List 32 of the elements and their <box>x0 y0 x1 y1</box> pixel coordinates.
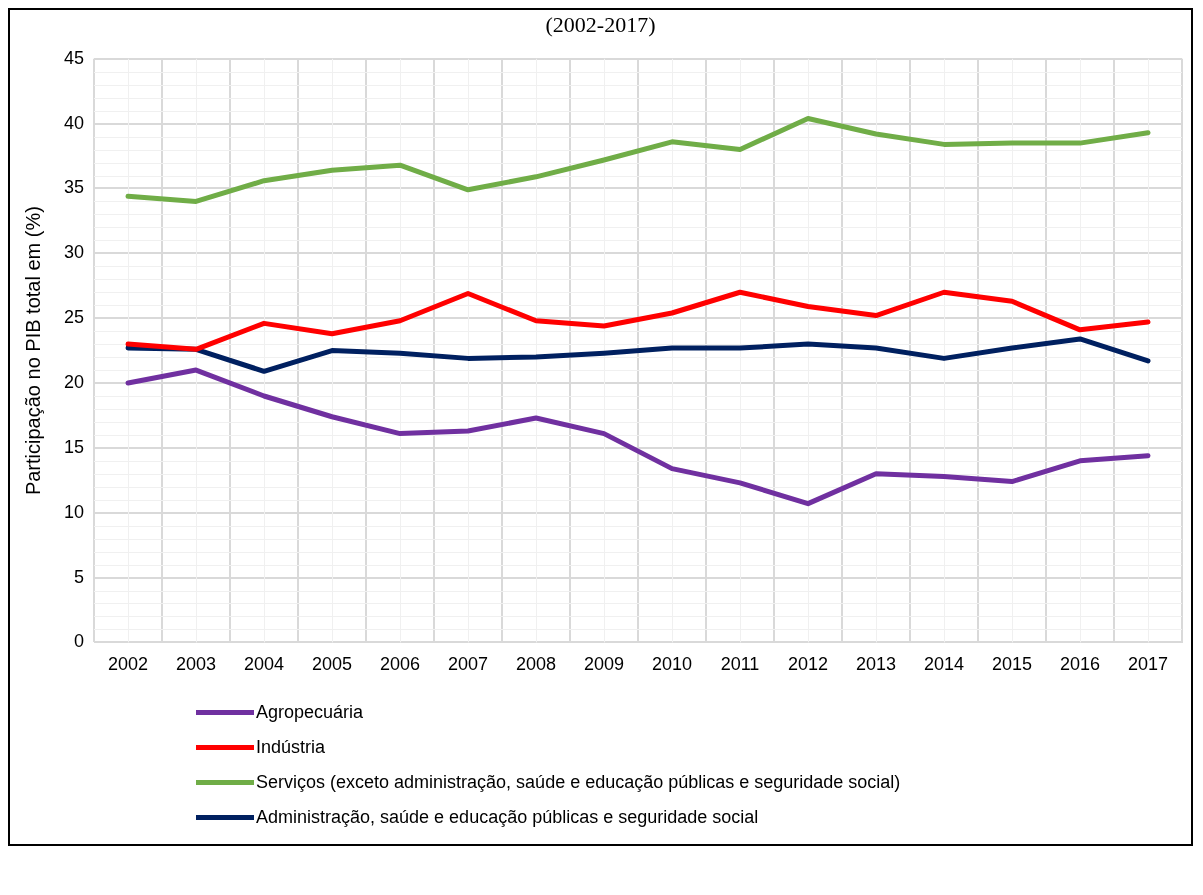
y-tick-label: 25 <box>63 307 85 328</box>
x-tick-label: 2016 <box>1059 654 1101 675</box>
x-tick-label: 2011 <box>720 654 760 675</box>
chart-title: (2002-2017) <box>544 11 657 38</box>
x-tick-label: 2007 <box>447 654 489 675</box>
y-tick-label: 35 <box>63 177 85 198</box>
x-tick-label: 2015 <box>991 654 1033 675</box>
legend-label: Administração, saúde e educação públicas e seguridade social <box>256 807 759 828</box>
x-tick-label: 2014 <box>923 654 965 675</box>
x-tick-label: 2002 <box>108 654 149 675</box>
y-tick-label: 20 <box>63 371 85 392</box>
legend-label: Serviços (exceto administração, saúde e educação públicas e seguridade social) <box>256 772 901 793</box>
x-tick-label: 2003 <box>176 654 217 675</box>
y-tick-label: 10 <box>63 501 85 522</box>
y-tick-label: 40 <box>63 112 85 133</box>
y-tick-label: 45 <box>63 47 85 68</box>
y-axis-title: Participação no PIB total em (%) <box>21 206 44 496</box>
x-tick-label: 2012 <box>787 654 829 675</box>
y-tick-label: 0 <box>74 631 85 652</box>
x-tick-label: 2017 <box>1127 654 1169 675</box>
x-tick-label: 2004 <box>243 654 285 675</box>
y-tick-label: 15 <box>63 436 85 457</box>
legend-label: Indústria <box>256 737 326 758</box>
x-tick-label: 2013 <box>855 654 897 675</box>
x-tick-label: 2010 <box>651 654 693 675</box>
x-tick-label: 2009 <box>583 654 625 675</box>
y-tick-label: 5 <box>74 566 85 587</box>
x-tick-label: 2008 <box>515 654 557 675</box>
y-tick-label: 30 <box>63 242 85 263</box>
x-tick-label: 2006 <box>379 654 421 675</box>
x-tick-label: 2005 <box>311 654 353 675</box>
legend-label: Agropecuária <box>256 702 364 723</box>
